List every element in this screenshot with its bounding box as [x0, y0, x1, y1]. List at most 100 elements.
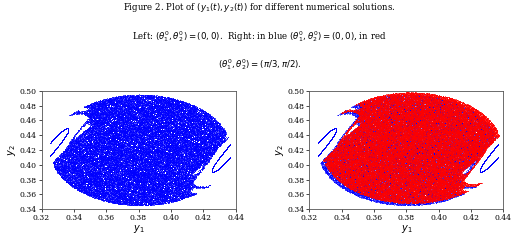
Point	[465, 149, 473, 153]
Point	[475, 156, 483, 161]
Point	[397, 163, 405, 167]
Point	[383, 125, 391, 130]
Point	[461, 118, 469, 122]
Point	[138, 174, 146, 178]
Point	[93, 104, 102, 108]
Point	[377, 156, 385, 161]
Point	[59, 166, 67, 170]
Point	[338, 165, 347, 169]
Point	[113, 135, 121, 139]
Point	[435, 131, 443, 135]
Point	[428, 175, 436, 179]
Point	[162, 183, 171, 187]
Point	[377, 106, 385, 110]
Point	[457, 133, 466, 137]
Point	[472, 114, 481, 118]
Point	[105, 193, 113, 197]
Point	[483, 125, 491, 130]
Point	[435, 184, 444, 188]
Point	[363, 178, 372, 182]
Point	[323, 166, 331, 170]
Point	[468, 149, 476, 153]
Point	[349, 135, 358, 139]
Point	[147, 188, 156, 192]
Point	[472, 127, 481, 131]
Point	[462, 110, 470, 114]
Point	[349, 139, 358, 143]
Point	[382, 92, 390, 97]
Point	[454, 187, 462, 191]
Point	[368, 119, 377, 123]
Point	[488, 124, 497, 128]
Point	[61, 127, 69, 131]
Point	[450, 181, 458, 185]
Point	[431, 152, 439, 156]
Point	[414, 182, 422, 186]
Point	[374, 148, 382, 152]
Point	[432, 121, 441, 125]
Point	[119, 100, 128, 104]
Point	[468, 152, 476, 156]
Point	[366, 146, 374, 150]
Point	[378, 99, 386, 103]
Point	[444, 162, 453, 166]
Point	[476, 169, 484, 173]
Point	[394, 198, 402, 202]
Point	[400, 171, 408, 175]
Point	[448, 190, 457, 194]
Point	[456, 130, 464, 134]
Point	[477, 170, 485, 174]
Point	[82, 134, 90, 138]
Point	[102, 165, 110, 169]
Point	[470, 157, 479, 161]
Point	[366, 164, 374, 168]
Point	[144, 182, 152, 186]
Point	[127, 95, 135, 99]
Point	[121, 183, 130, 187]
Point	[320, 134, 329, 138]
Point	[391, 191, 399, 195]
Point	[182, 130, 190, 134]
Point	[400, 155, 408, 159]
Point	[395, 171, 404, 175]
Point	[114, 140, 122, 144]
Point	[391, 124, 399, 128]
Point	[451, 148, 459, 152]
Point	[64, 144, 73, 148]
Point	[80, 121, 89, 125]
Point	[420, 198, 429, 202]
Point	[474, 147, 482, 151]
Point	[459, 161, 468, 165]
Point	[359, 105, 367, 109]
Point	[183, 190, 191, 194]
Point	[372, 155, 380, 159]
Point	[466, 134, 474, 138]
Point	[198, 139, 207, 143]
Point	[99, 122, 107, 126]
Point	[387, 105, 395, 109]
Point	[377, 114, 385, 118]
Point	[376, 127, 384, 131]
Point	[395, 134, 404, 138]
Point	[440, 106, 448, 110]
Point	[480, 144, 488, 148]
Point	[213, 132, 222, 136]
Point	[125, 133, 133, 137]
Point	[447, 105, 455, 109]
Point	[115, 202, 124, 206]
Point	[143, 100, 152, 104]
Point	[433, 138, 442, 142]
Point	[91, 142, 99, 146]
Point	[360, 159, 368, 163]
Point	[372, 144, 380, 148]
Point	[109, 128, 117, 132]
Point	[383, 190, 391, 194]
Point	[168, 126, 176, 130]
Point	[104, 148, 112, 152]
Point	[370, 186, 378, 190]
Point	[366, 135, 374, 139]
Point	[383, 136, 391, 140]
Point	[334, 162, 343, 166]
Point	[372, 109, 380, 113]
Point	[112, 188, 120, 193]
